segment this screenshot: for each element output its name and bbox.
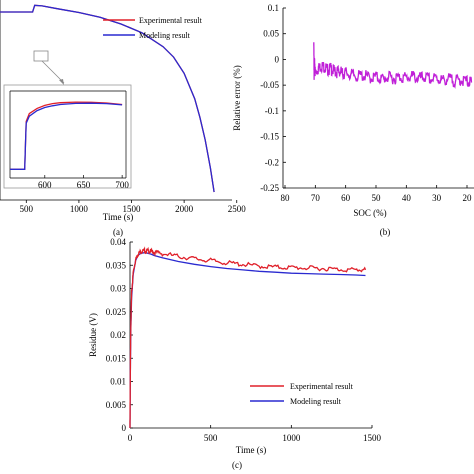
panel-a: 500 1000 1500 2000 2500 Time (s) (a) Experim…: [0, 0, 246, 237]
panel-a-inset-tick-label: 700: [115, 180, 129, 190]
panel-b-series: [313, 42, 473, 90]
panel-b-y-tick-label: -0.15: [260, 132, 279, 142]
panel-b-x-tick-label: 40: [402, 193, 412, 203]
panel-c-x-tick-label: 0: [128, 433, 133, 443]
panel-c: 0 0.005 0.01 0.015 0.02 0.025 0.03 0.035 0.04 0 5…: [88, 237, 382, 470]
panel-c-x-tick-label: 500: [204, 433, 218, 443]
panel-c-y-tick-label: 0.015: [106, 353, 127, 363]
panel-a-x-label: Time (s): [103, 212, 133, 222]
legend-label-experimental: Experimental result: [139, 16, 203, 25]
panel-a-inset-frame: [3, 84, 132, 189]
panel-c-series-experimental-result: [129, 246, 367, 428]
panel-a-inset: 600 650 700: [3, 84, 132, 190]
panel-c-y-tick-label: 0.01: [110, 377, 126, 387]
panel-b-y-tick-label: 0: [275, 54, 280, 64]
panel-c-y-tick-label: 0.02: [110, 330, 126, 340]
panel-b-x-tick-label: 30: [432, 193, 442, 203]
panel-b-x-ticks: 80 70 60 50 40 30 20: [281, 185, 473, 203]
panel-a-zoom-connector: [41, 60, 65, 84]
panel-a-x-tick-label: 1000: [70, 204, 89, 214]
panel-c-y-tick-label: 0.04: [110, 237, 126, 247]
panel-a-zoom-region: [33, 50, 49, 62]
legend-label-modeling: Modeling result: [290, 397, 342, 406]
panel-b-x-tick-label: 50: [372, 193, 382, 203]
panel-a-caption: (a): [113, 227, 123, 237]
legend-label-experimental: Experimental result: [290, 382, 354, 391]
panel-a-x-tick-label: 1500: [123, 204, 142, 214]
panel-b-x-tick-label: 80: [281, 193, 291, 203]
legend-label-modeling: Modeling result: [139, 31, 191, 40]
panel-c-x-tick-label: 1500: [363, 433, 382, 443]
panel-a-inset-tick-label: 600: [38, 180, 52, 190]
panel-b-y-tick-label: -0.1: [265, 106, 279, 116]
panel-a-axes: [0, 0, 232, 201]
panel-b-axes: [282, 8, 474, 189]
panel-b-x-tick-label: 60: [341, 193, 351, 203]
panel-a-zoom-arrowhead: [59, 79, 64, 85]
panel-b-y-tick-label: -0.05: [260, 80, 279, 90]
panel-c-y-tick-label: 0.005: [106, 400, 127, 410]
panel-c-y-label: Residue (V): [88, 313, 98, 357]
panel-a-inset-tick-label: 650: [77, 180, 91, 190]
panel-b-caption: (b): [380, 227, 391, 237]
panel-c-legend: Experimental result Modeling result: [250, 382, 354, 406]
panel-b-x-tick-label: 70: [311, 193, 321, 203]
panel-c-y-tick-label: 0: [122, 423, 127, 433]
panel-a-x-tick-label: 2000: [175, 204, 194, 214]
panel-a-inset-x-ticks: 600 650 700: [38, 175, 129, 190]
panel-a-x-tick-label: 500: [20, 204, 34, 214]
panel-c-x-tick-label: 1000: [282, 433, 301, 443]
panel-c-y-tick-label: 0.035: [106, 260, 127, 270]
panel-c-y-ticks: 0 0.005 0.01 0.015 0.02 0.025 0.03 0.035 0.04: [106, 237, 133, 433]
panel-c-series: [129, 246, 367, 429]
panel-a-inset-series: [10, 101, 123, 170]
panel-a-series-modeling-result: [0, 4, 215, 193]
panel-b-y-tick-label: 0.05: [263, 29, 279, 39]
panel-b-y-label: Relative error (%): [232, 65, 242, 130]
panel-c-y-tick-label: 0.03: [110, 284, 126, 294]
panel-b-y-tick-label: -0.25: [260, 183, 279, 193]
panel-c-caption: (c): [232, 460, 242, 470]
panel-b-series-line: [313, 42, 473, 90]
panel-a-legend: Experimental result Modeling result: [103, 16, 203, 40]
panel-b-y-ticks: 0.1 0.05 0 -0.05 -0.1 -0.15 -0.2 -0.25: [260, 3, 286, 193]
panel-c-x-label: Time (s): [236, 445, 266, 455]
panel-b: 0.1 0.05 0 -0.05 -0.1 -0.15 -0.2 -0.25 80 70 60 50…: [232, 3, 474, 237]
panel-a-x-ticks: 500 1000 1500 2000 2500: [20, 200, 247, 214]
panel-b-x-tick-label: 20: [463, 193, 473, 203]
panel-a-series: [0, 4, 215, 193]
panel-b-y-tick-label: 0.1: [268, 3, 279, 13]
panel-b-x-label: SOC (%): [353, 208, 386, 218]
panel-c-y-tick-label: 0.025: [106, 307, 127, 317]
panel-b-y-tick-label: -0.2: [265, 157, 279, 167]
panel-a-inset-axes: [9, 90, 127, 179]
panel-a-x-tick-label: 2500: [228, 204, 247, 214]
panel-a-inset-series-modeling-result: [10, 102, 123, 170]
